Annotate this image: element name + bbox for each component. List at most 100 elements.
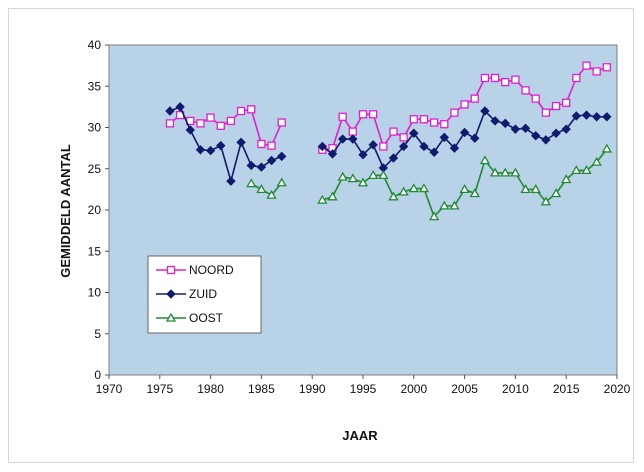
data-point-oost bbox=[520, 184, 531, 194]
data-point-zuid bbox=[419, 141, 429, 152]
series-zuid bbox=[165, 102, 612, 186]
y-tick-label: 40 bbox=[88, 38, 102, 52]
data-point-oost bbox=[327, 191, 338, 201]
data-point-noord bbox=[521, 86, 530, 95]
x-tick-label: 1970 bbox=[96, 382, 123, 396]
data-point-zuid bbox=[602, 112, 612, 122]
series-oost bbox=[246, 143, 612, 221]
data-point-noord bbox=[440, 120, 449, 129]
legend-label-noord: NOORD bbox=[189, 263, 234, 277]
series-noord bbox=[165, 61, 611, 154]
data-point-noord bbox=[389, 127, 398, 136]
series-line-oost bbox=[250, 182, 283, 197]
data-point-zuid bbox=[185, 125, 195, 135]
data-point-noord bbox=[582, 61, 591, 70]
x-tick-label: 1985 bbox=[248, 382, 275, 396]
data-point-zuid bbox=[510, 124, 521, 134]
data-point-oost bbox=[530, 184, 541, 194]
data-point-noord bbox=[541, 108, 551, 117]
data-point-noord bbox=[480, 73, 490, 83]
data-point-oost bbox=[388, 191, 399, 201]
data-point-noord bbox=[490, 73, 500, 83]
x-tick-label: 2000 bbox=[400, 382, 427, 396]
data-point-oost bbox=[276, 177, 287, 187]
x-tick-label: 2015 bbox=[553, 382, 580, 396]
data-point-noord bbox=[419, 115, 429, 124]
legend-marker-noord bbox=[166, 265, 176, 275]
legend: NOORD ZUID OOST bbox=[147, 255, 262, 334]
data-point-noord bbox=[562, 98, 571, 107]
data-point-oost bbox=[561, 174, 572, 184]
y-axis-title: GEMIDDELD AANTAL bbox=[58, 144, 73, 278]
data-point-noord bbox=[267, 141, 276, 150]
data-point-noord bbox=[247, 105, 256, 114]
x-tick-label: 2005 bbox=[451, 382, 478, 396]
data-point-noord bbox=[572, 73, 581, 83]
data-point-noord bbox=[429, 118, 439, 127]
data-point-oost bbox=[428, 211, 440, 221]
data-point-oost bbox=[408, 183, 419, 193]
data-point-noord bbox=[551, 101, 561, 111]
data-point-noord bbox=[338, 112, 347, 121]
data-point-noord bbox=[399, 133, 408, 142]
data-point-zuid bbox=[571, 111, 582, 121]
data-point-oost bbox=[439, 200, 450, 210]
data-point-oost bbox=[357, 177, 369, 187]
data-point-oost bbox=[368, 170, 379, 180]
data-point-oost bbox=[337, 171, 348, 181]
data-point-oost bbox=[266, 189, 277, 199]
data-point-zuid bbox=[388, 153, 399, 163]
data-point-zuid bbox=[358, 150, 368, 160]
data-point-noord bbox=[501, 77, 510, 87]
data-point-noord bbox=[216, 121, 225, 130]
data-point-oost bbox=[489, 167, 501, 177]
data-point-zuid bbox=[175, 102, 185, 112]
data-point-oost bbox=[256, 184, 267, 194]
data-point-zuid bbox=[368, 140, 378, 150]
data-point-noord bbox=[348, 127, 357, 136]
data-point-noord bbox=[236, 106, 246, 116]
data-point-noord bbox=[165, 119, 175, 128]
data-point-noord bbox=[379, 142, 388, 151]
data-point-zuid bbox=[591, 112, 602, 122]
legend-item-oost: OOST bbox=[156, 311, 224, 325]
data-point-zuid bbox=[236, 137, 246, 148]
data-point-noord bbox=[511, 75, 520, 84]
data-point-noord bbox=[592, 67, 601, 76]
data-point-zuid bbox=[256, 162, 267, 172]
data-point-zuid bbox=[409, 128, 419, 138]
data-point-zuid bbox=[337, 134, 348, 144]
data-point-oost bbox=[347, 173, 358, 183]
data-point-zuid bbox=[561, 124, 571, 134]
x-tick-label: 2020 bbox=[604, 382, 631, 396]
data-point-noord bbox=[369, 110, 378, 119]
data-point-oost bbox=[510, 167, 521, 177]
x-tick-label: 1980 bbox=[197, 382, 224, 396]
data-point-zuid bbox=[348, 134, 358, 144]
data-point-oost bbox=[459, 184, 470, 194]
data-point-oost bbox=[550, 188, 562, 198]
data-point-zuid bbox=[459, 127, 470, 138]
y-tick-label: 15 bbox=[88, 244, 102, 258]
data-point-oost bbox=[500, 167, 511, 177]
data-point-noord bbox=[409, 115, 418, 124]
legend-label-oost: OOST bbox=[189, 311, 224, 325]
y-tick-label: 10 bbox=[88, 286, 102, 300]
data-point-zuid bbox=[490, 116, 500, 126]
legend-label-zuid: ZUID bbox=[189, 287, 217, 301]
data-point-oost bbox=[601, 143, 612, 153]
data-point-noord bbox=[450, 108, 459, 117]
series-layer bbox=[165, 61, 612, 221]
data-point-oost bbox=[591, 156, 602, 166]
x-axis: 1970 1975 1980 1985 1990 1995 2000 2005 2010 2015… bbox=[96, 375, 631, 396]
data-point-zuid bbox=[429, 147, 439, 157]
data-point-noord bbox=[257, 139, 266, 149]
data-point-noord bbox=[602, 63, 611, 72]
y-tick-label: 5 bbox=[94, 327, 101, 341]
legend-marker-oost bbox=[165, 312, 177, 322]
data-point-zuid bbox=[327, 149, 338, 159]
data-point-zuid bbox=[500, 118, 510, 129]
data-point-oost bbox=[469, 188, 480, 198]
data-point-zuid bbox=[449, 143, 460, 153]
